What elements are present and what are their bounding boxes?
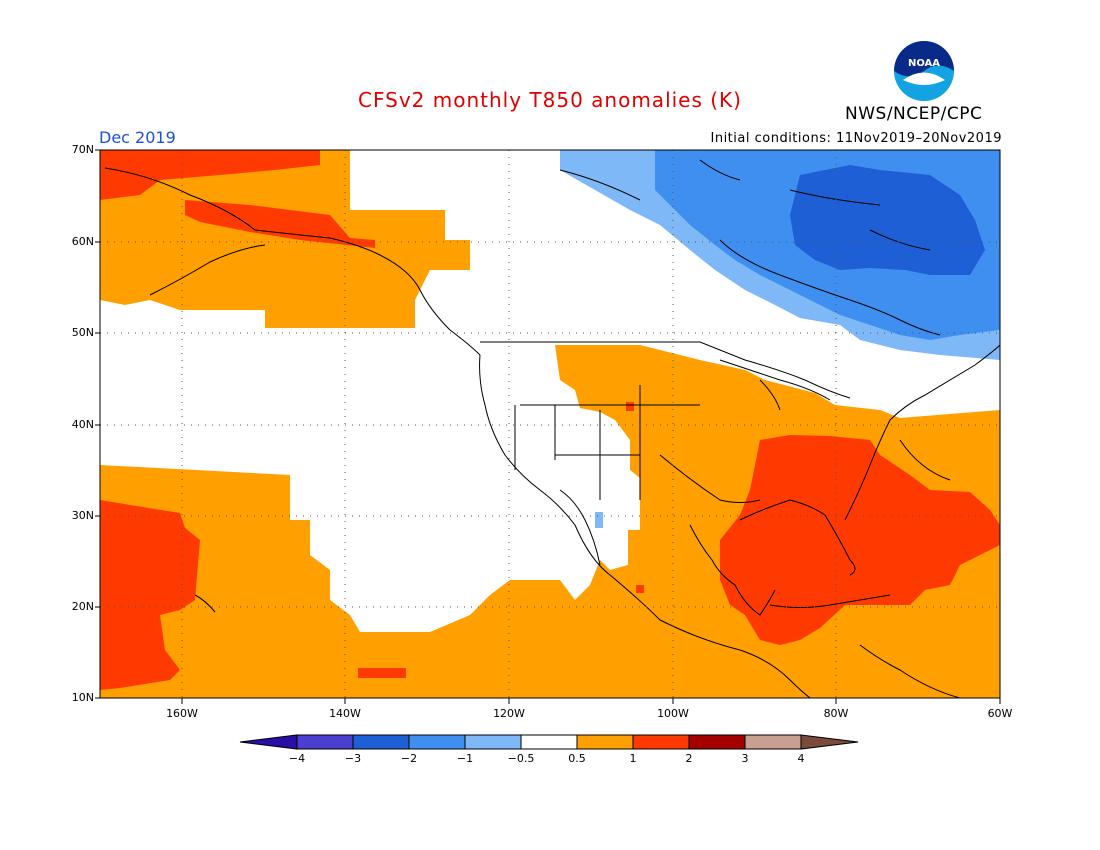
colorbar: [239, 734, 859, 750]
colorbar-bin: [408, 734, 466, 750]
colorbar-label: 0.5: [568, 752, 586, 765]
anomaly-region-alaska: [100, 150, 470, 328]
colorbar-bin: [296, 734, 354, 750]
forecast-month: Dec 2019: [99, 128, 176, 147]
colorbar-bin: [520, 734, 578, 750]
lat-label: 40N: [71, 418, 94, 431]
anomaly-region-arctic-red: [100, 150, 320, 200]
svg-text:NOAA: NOAA: [908, 58, 940, 69]
org-label: NWS/NCEP/CPC: [845, 104, 983, 124]
lon-label: 120W: [493, 707, 525, 720]
colorbar-label: −3: [344, 752, 362, 765]
lat-label: 50N: [71, 326, 94, 339]
anomaly-region-alaska-red: [185, 200, 375, 248]
anomaly-region-hudson-blue3: [790, 165, 985, 275]
colorbar-label: −1: [456, 752, 474, 765]
colorbar-label: 1: [629, 752, 637, 765]
colorbar-label: −0.5: [507, 752, 535, 765]
lat-label: 20N: [71, 600, 94, 613]
colorbar-bin: [576, 734, 634, 750]
lon-label: 140W: [329, 707, 361, 720]
lat-label: 60N: [71, 235, 94, 248]
initial-conditions: Initial conditions: 11Nov2019–20Nov2019: [710, 131, 1002, 146]
lat-label: 10N: [71, 691, 94, 704]
lon-label: 100W: [657, 707, 689, 720]
colorbar-bin: [632, 734, 690, 750]
lat-label: 30N: [71, 509, 94, 522]
lon-label: 160W: [166, 707, 198, 720]
lat-label: 70N: [71, 143, 94, 156]
noaa-logo: NOAA: [893, 40, 955, 102]
colorbar-bin: [744, 734, 802, 750]
colorbar-label: 4: [797, 752, 805, 765]
colorbar-label: −2: [400, 752, 418, 765]
colorbar-cap-low: [239, 734, 298, 750]
colorbar-label: −4: [288, 752, 306, 765]
map-title: CFSv2 monthly T850 anomalies (K): [358, 88, 742, 112]
anomaly-region-southeast: [720, 435, 1000, 645]
colorbar-bin: [688, 734, 746, 750]
lon-label: 60W: [987, 707, 1013, 720]
colorbar-bin: [464, 734, 522, 750]
anomaly-region-hawaii: [100, 500, 200, 690]
lon-label: 80W: [823, 707, 849, 720]
colorbar-label: 3: [741, 752, 749, 765]
colorbar-bin: [352, 734, 410, 750]
colorbar-label: 2: [685, 752, 693, 765]
colorbar-cap-high: [800, 734, 859, 750]
